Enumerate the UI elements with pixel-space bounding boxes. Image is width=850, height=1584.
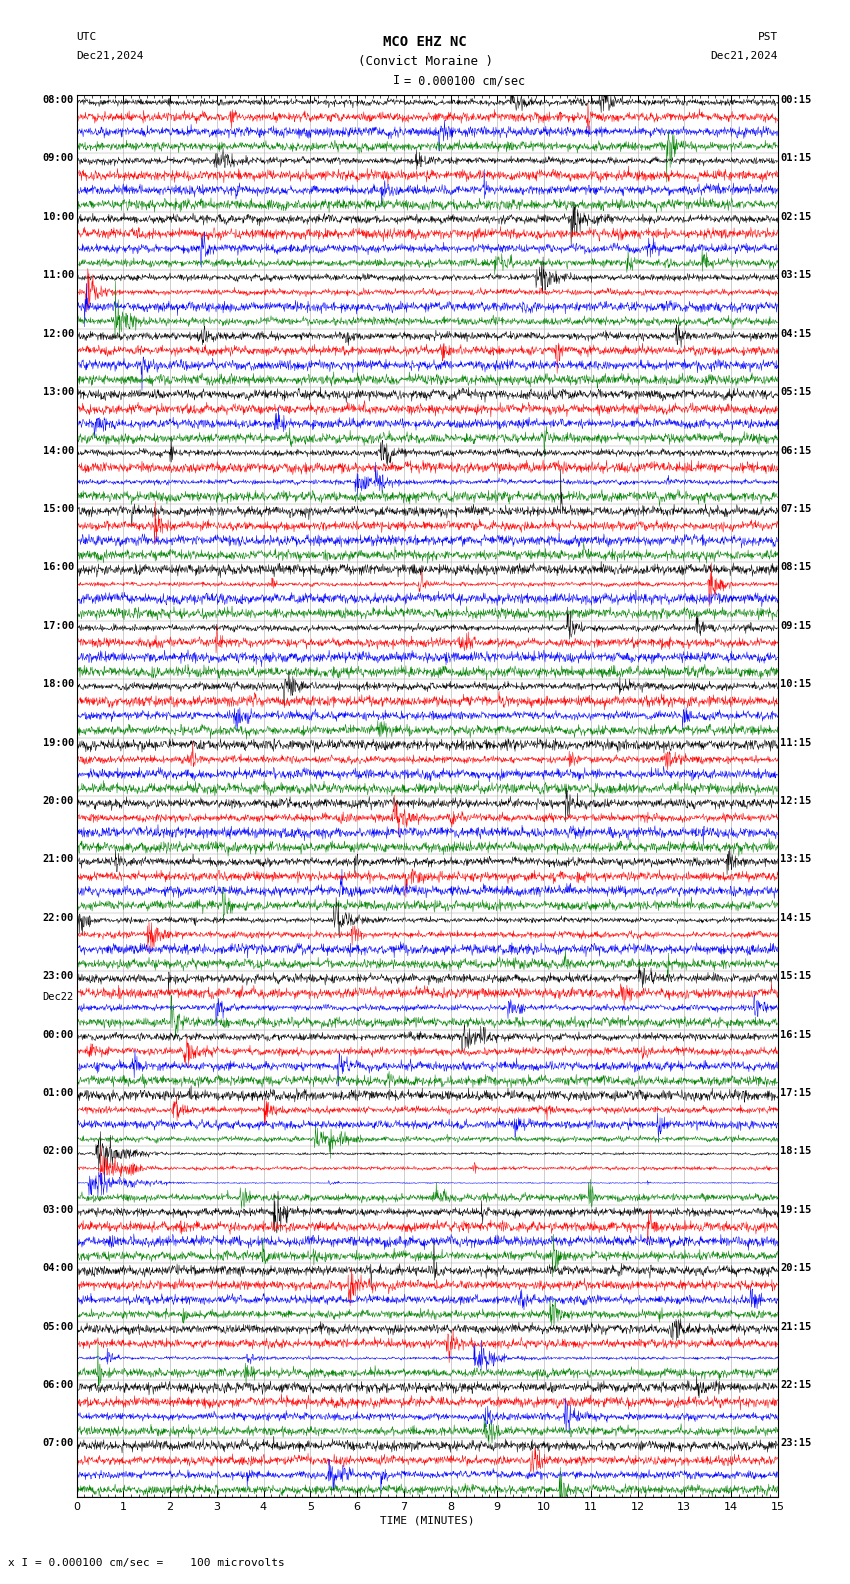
Text: 06:00: 06:00 (42, 1380, 74, 1391)
Text: 08:15: 08:15 (780, 562, 812, 572)
Text: 01:00: 01:00 (42, 1088, 74, 1098)
Text: 17:00: 17:00 (42, 621, 74, 630)
Text: 04:15: 04:15 (780, 329, 812, 339)
Text: 15:15: 15:15 (780, 971, 812, 980)
Text: 18:15: 18:15 (780, 1147, 812, 1156)
Text: 05:00: 05:00 (42, 1321, 74, 1332)
Text: I: I (393, 74, 400, 87)
Text: 05:15: 05:15 (780, 386, 812, 398)
Text: 18:00: 18:00 (42, 680, 74, 689)
Text: 02:15: 02:15 (780, 212, 812, 222)
Text: 16:00: 16:00 (42, 562, 74, 572)
Text: Dec21,2024: Dec21,2024 (76, 51, 144, 60)
Text: UTC: UTC (76, 32, 97, 41)
Text: 12:00: 12:00 (42, 329, 74, 339)
Text: 23:15: 23:15 (780, 1438, 812, 1448)
Text: 22:15: 22:15 (780, 1380, 812, 1391)
Text: 20:00: 20:00 (42, 795, 74, 806)
Text: 23:00: 23:00 (42, 971, 74, 980)
Text: 10:00: 10:00 (42, 212, 74, 222)
Text: 14:15: 14:15 (780, 912, 812, 923)
Text: 11:15: 11:15 (780, 738, 812, 748)
Text: Dec22: Dec22 (42, 993, 74, 1003)
Text: Dec21,2024: Dec21,2024 (711, 51, 778, 60)
Text: 02:00: 02:00 (42, 1147, 74, 1156)
Text: 09:15: 09:15 (780, 621, 812, 630)
Text: 12:15: 12:15 (780, 795, 812, 806)
Text: 19:15: 19:15 (780, 1205, 812, 1215)
Text: 01:15: 01:15 (780, 154, 812, 163)
Text: 11:00: 11:00 (42, 271, 74, 280)
Text: 16:15: 16:15 (780, 1030, 812, 1039)
Text: 08:00: 08:00 (42, 95, 74, 105)
Text: 13:15: 13:15 (780, 854, 812, 865)
X-axis label: TIME (MINUTES): TIME (MINUTES) (380, 1516, 474, 1525)
Text: 14:00: 14:00 (42, 445, 74, 456)
Text: 22:00: 22:00 (42, 912, 74, 923)
Text: 00:15: 00:15 (780, 95, 812, 105)
Text: 13:00: 13:00 (42, 386, 74, 398)
Text: 04:00: 04:00 (42, 1264, 74, 1274)
Text: 21:15: 21:15 (780, 1321, 812, 1332)
Text: (Convict Moraine ): (Convict Moraine ) (358, 55, 492, 68)
Text: MCO EHZ NC: MCO EHZ NC (383, 35, 467, 49)
Text: 07:00: 07:00 (42, 1438, 74, 1448)
Text: 03:00: 03:00 (42, 1205, 74, 1215)
Text: 03:15: 03:15 (780, 271, 812, 280)
Text: 09:00: 09:00 (42, 154, 74, 163)
Text: PST: PST (757, 32, 778, 41)
Text: = 0.000100 cm/sec: = 0.000100 cm/sec (404, 74, 524, 87)
Text: x I = 0.000100 cm/sec =    100 microvolts: x I = 0.000100 cm/sec = 100 microvolts (8, 1559, 286, 1568)
Text: 10:15: 10:15 (780, 680, 812, 689)
Text: 07:15: 07:15 (780, 504, 812, 513)
Text: 17:15: 17:15 (780, 1088, 812, 1098)
Text: 21:00: 21:00 (42, 854, 74, 865)
Text: 20:15: 20:15 (780, 1264, 812, 1274)
Text: 06:15: 06:15 (780, 445, 812, 456)
Text: 15:00: 15:00 (42, 504, 74, 513)
Text: 00:00: 00:00 (42, 1030, 74, 1039)
Text: 19:00: 19:00 (42, 738, 74, 748)
